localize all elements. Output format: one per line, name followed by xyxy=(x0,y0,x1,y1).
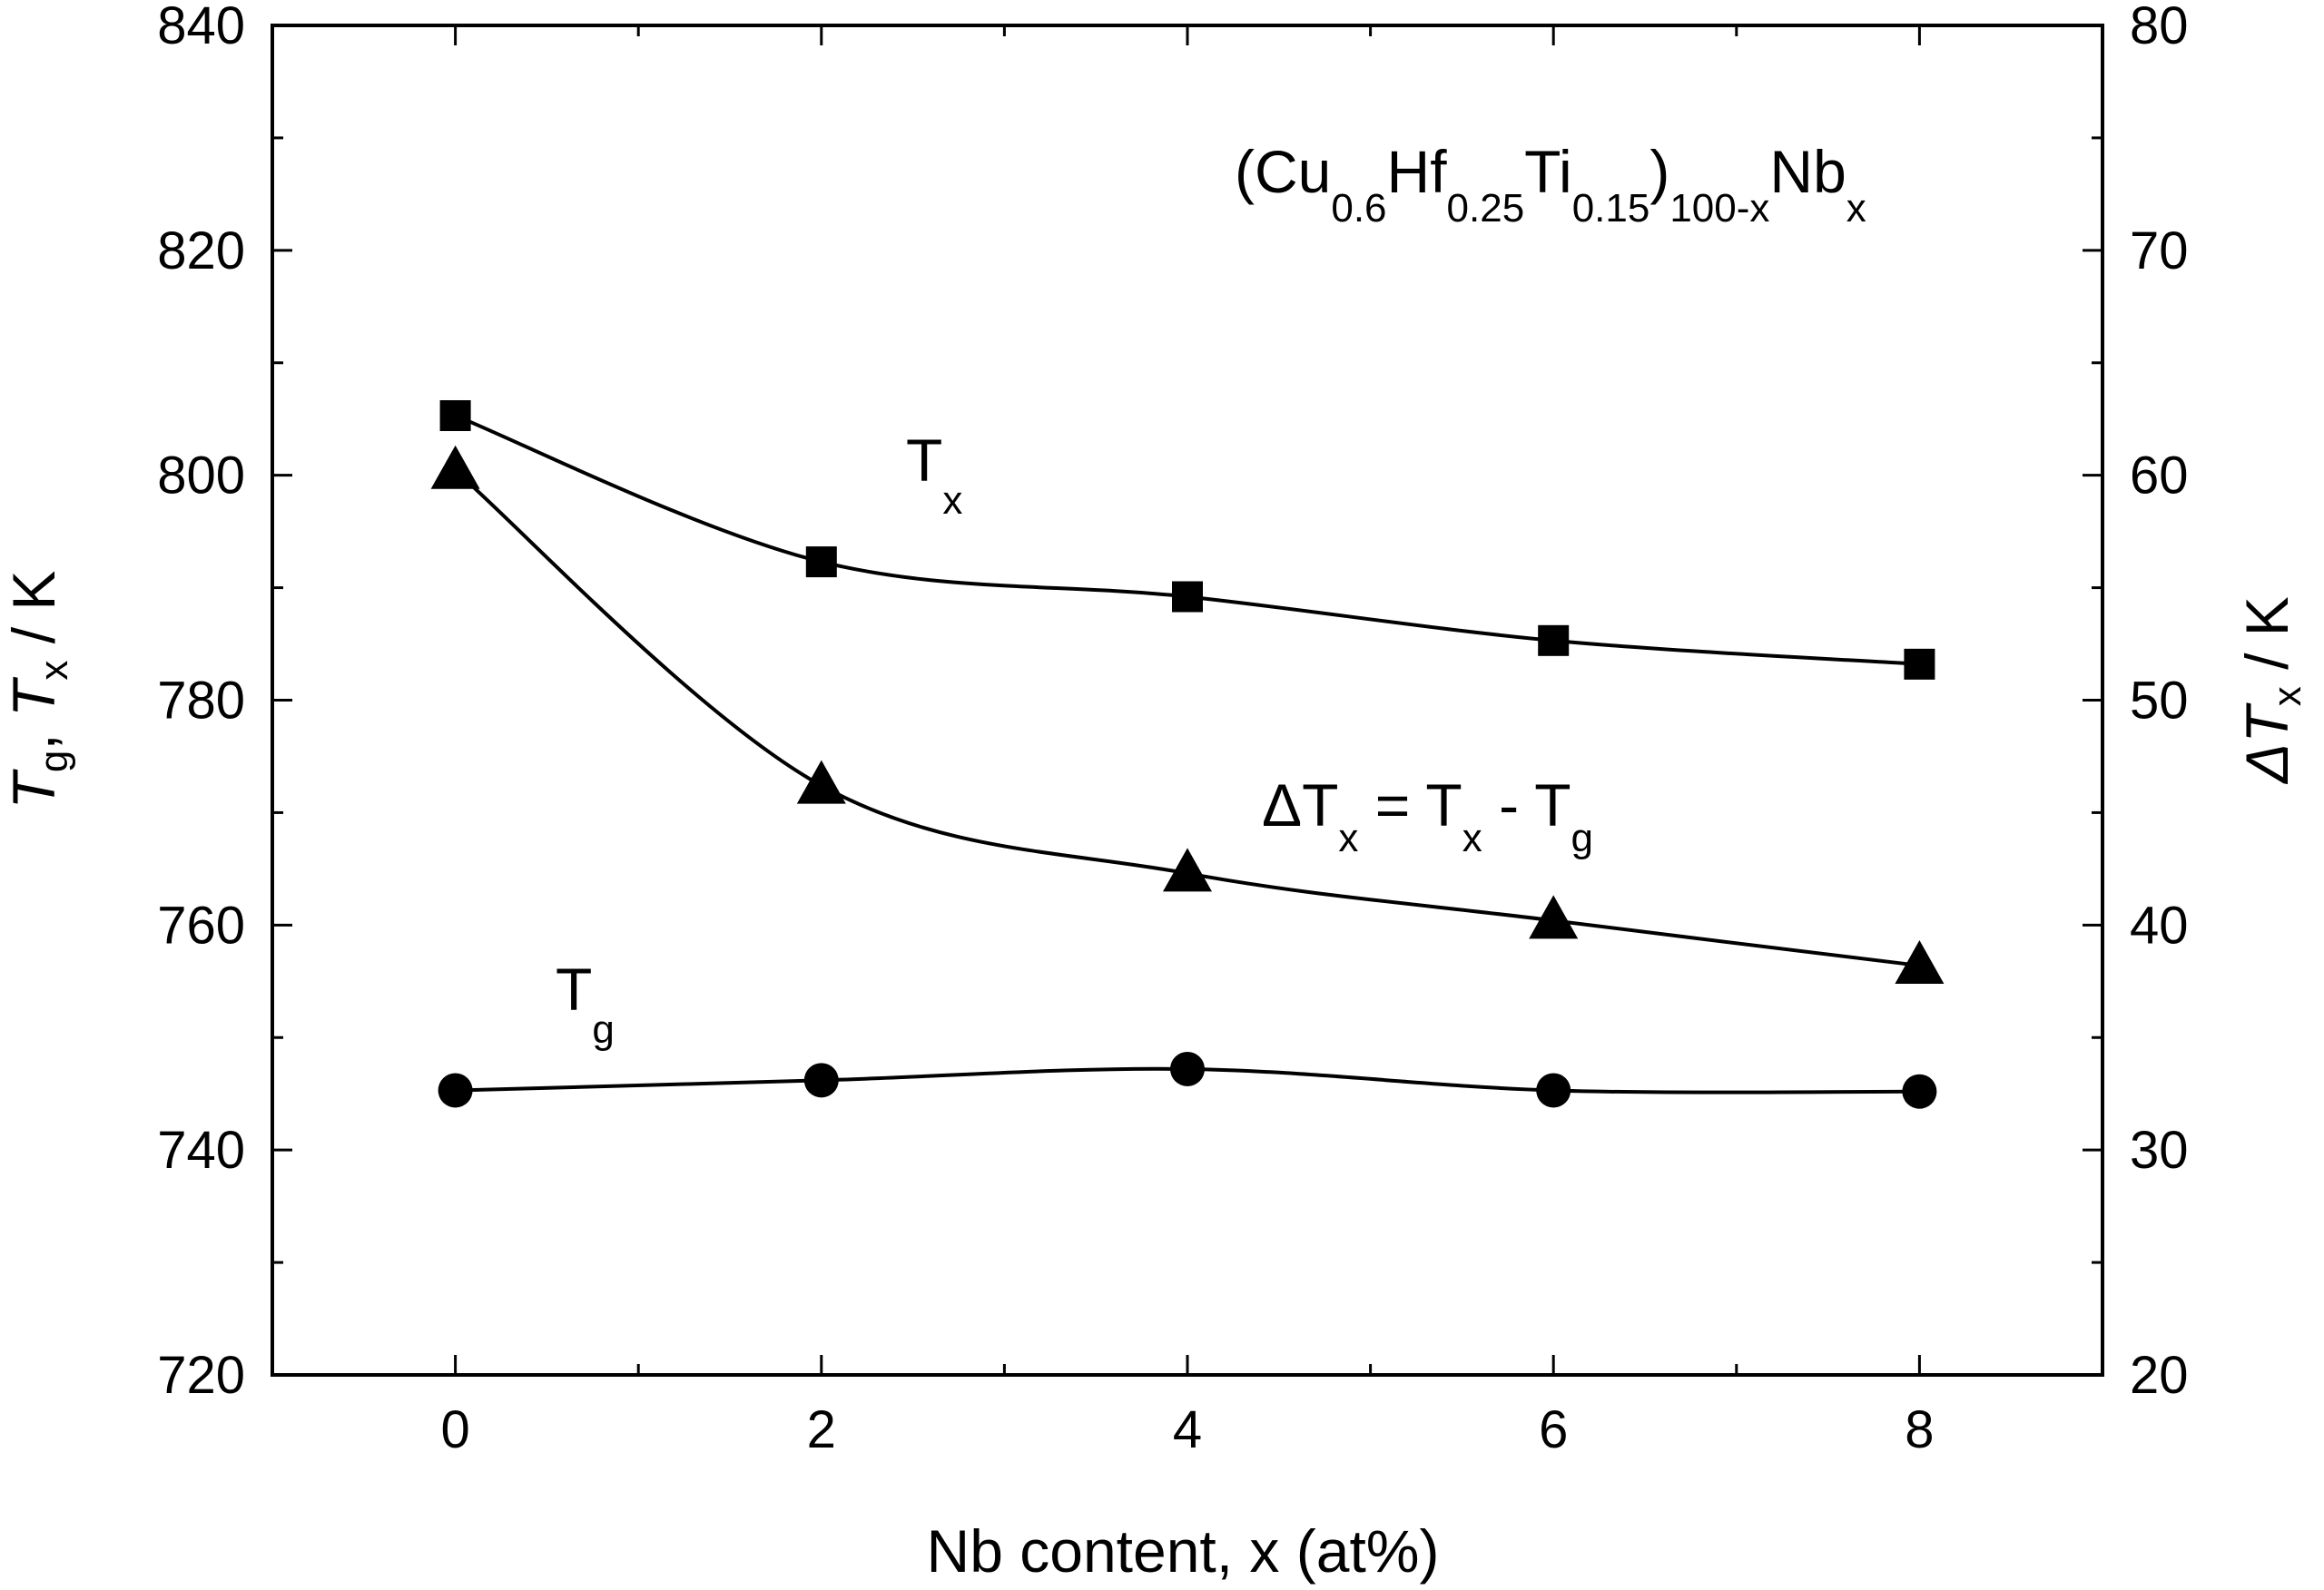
series-label-tg: Tg xyxy=(556,956,615,1052)
y-right-tick-label: 20 xyxy=(2130,1346,2189,1405)
x-tick-label: 0 xyxy=(440,1400,469,1459)
x-tick-label: 6 xyxy=(1539,1400,1568,1459)
y-left-tick-label: 840 xyxy=(157,0,245,55)
axis-ticks: 0 2 4 6 8 720 740 760 780 800 820 840 20 30 40 50 60 70 80 xyxy=(157,0,2188,1459)
marker-tx xyxy=(439,399,471,431)
marker-tg xyxy=(1902,1074,1937,1109)
composition-label: (Cu0.6Hf0.25Ti0.15)100-xNbx xyxy=(1235,138,1866,231)
x-tick-label: 8 xyxy=(1905,1400,1934,1459)
y-left-tick-label: 740 xyxy=(157,1121,245,1180)
data-markers xyxy=(430,399,1945,1109)
fit-curve-tx xyxy=(454,414,1920,666)
marker-tg xyxy=(1170,1051,1205,1086)
marker-delta-tx xyxy=(1163,848,1212,892)
y-left-tick-label: 760 xyxy=(157,896,245,955)
plot-frame xyxy=(271,24,2104,1377)
y-right-tick-label: 40 xyxy=(2130,896,2189,955)
marker-tg xyxy=(438,1073,473,1108)
x-axis-title: Nb content, x (at%) xyxy=(927,1517,1440,1585)
marker-tg xyxy=(803,1063,839,1098)
marker-tx xyxy=(805,546,837,578)
marker-delta-tx xyxy=(1529,895,1579,939)
marker-tx xyxy=(1172,581,1203,613)
x-tick-label: 2 xyxy=(807,1400,836,1459)
y-left-tick-label: 820 xyxy=(157,221,245,280)
y-right-tick-label: 80 xyxy=(2130,0,2189,55)
marker-tx xyxy=(1904,648,1935,680)
marker-tx xyxy=(1538,624,1570,656)
y-left-tick-label: 780 xyxy=(157,672,245,731)
y-left-tick-label: 800 xyxy=(157,447,245,505)
y-left-tick-label: 720 xyxy=(157,1346,245,1405)
y-right-axis-title: ΔTx / K xyxy=(2233,596,2309,785)
series-label-tx: Tx xyxy=(906,427,962,523)
y-left-axis-title: Tg, Tx / K xyxy=(0,571,76,810)
y-right-tick-label: 60 xyxy=(2130,447,2189,505)
x-tick-label: 4 xyxy=(1173,1400,1202,1459)
y-right-tick-label: 70 xyxy=(2130,221,2189,280)
marker-delta-tx xyxy=(796,760,846,804)
series-label-dtx: ΔTx = Tx - Tg xyxy=(1262,771,1593,860)
fit-curves xyxy=(454,414,1920,1094)
marker-tg xyxy=(1536,1073,1571,1108)
plot-area-border xyxy=(271,24,2104,1377)
y-right-tick-label: 50 xyxy=(2130,672,2189,731)
marker-delta-tx xyxy=(1895,939,1945,984)
marker-delta-tx xyxy=(430,445,480,489)
y-right-tick-label: 30 xyxy=(2130,1121,2189,1180)
